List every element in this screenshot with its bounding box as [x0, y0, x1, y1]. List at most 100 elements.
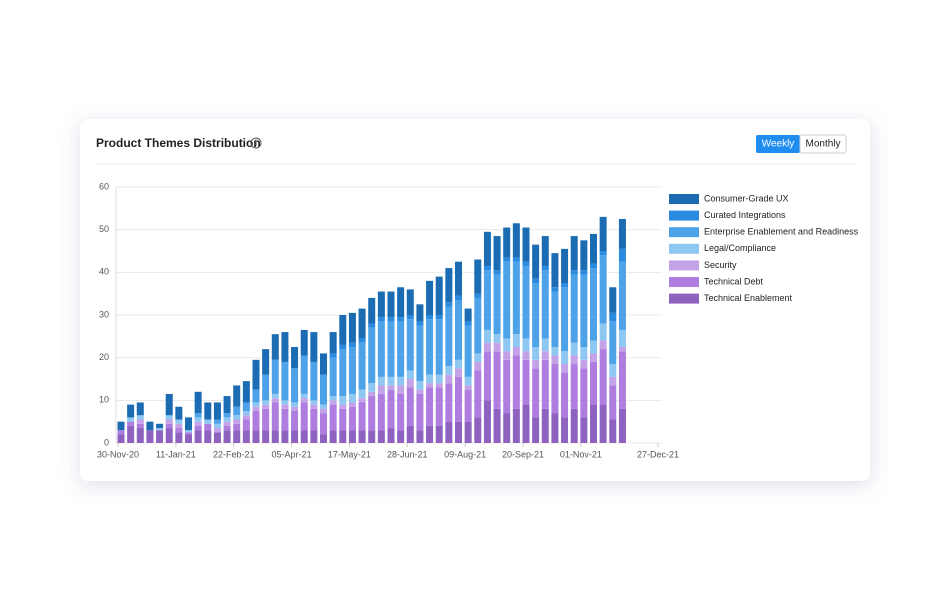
bar-segment: [532, 283, 540, 347]
bar-segment: [320, 374, 327, 405]
bar-segment: [618, 351, 626, 409]
bar-segment: [455, 421, 462, 443]
bar-segment: [522, 359, 530, 405]
bar-segment: [252, 430, 260, 443]
y-tick-label: 0: [104, 437, 109, 447]
bar-segment: [281, 332, 289, 362]
bar-segment: [252, 411, 260, 431]
card-title: Product Themes Distribution: [96, 136, 261, 150]
bar-segment: [397, 430, 405, 443]
bar-segment: [127, 421, 135, 426]
bar-segment: [570, 236, 578, 271]
bar-segment: [599, 323, 607, 341]
bar-segment: [387, 428, 395, 443]
bar-segment: [165, 428, 173, 443]
x-tick-label: 27-Dec-21: [637, 449, 679, 459]
bar-segment: [455, 261, 462, 296]
bar-segment: [175, 406, 183, 420]
bar-segment: [175, 423, 183, 429]
legend-label: Curated Integrations: [704, 210, 786, 220]
bar-segment: [368, 396, 376, 431]
bar-segment: [618, 347, 626, 352]
bar-segment: [213, 402, 221, 420]
bar-segment: [358, 389, 366, 399]
bar-segment: [445, 366, 453, 375]
bar-segment: [281, 404, 289, 409]
bar-segment: [435, 425, 443, 443]
button-label: Monthly: [805, 139, 840, 150]
bar-segment: [194, 421, 202, 426]
bar-segment: [252, 402, 260, 407]
bar-segment: [406, 315, 414, 320]
bar-segment: [435, 319, 443, 375]
bar-segment: [570, 355, 578, 365]
bar-segment: [281, 400, 289, 405]
bar-segment: [493, 274, 501, 335]
bar-segment: [329, 400, 337, 405]
bar-segment: [493, 334, 501, 343]
bar-segment: [512, 257, 520, 262]
bar-segment: [464, 321, 472, 326]
bar-segment: [329, 332, 337, 354]
weekly-button[interactable]: Weekly: [756, 135, 800, 153]
bar-segment: [348, 406, 356, 431]
bar-segment: [551, 253, 559, 288]
bar-segment: [329, 396, 337, 401]
x-tick-label: 01-Nov-21: [560, 449, 602, 459]
bar-segment: [233, 430, 241, 443]
bar-segment: [213, 432, 221, 443]
bar-segment: [204, 423, 212, 431]
bar-segment: [590, 268, 597, 341]
bar-segment: [493, 342, 501, 352]
bar-segment: [377, 376, 385, 386]
x-tick-label: 05-Apr-21: [272, 449, 312, 459]
bar-segment: [580, 417, 588, 443]
bar-segment: [618, 219, 626, 249]
bar-segment: [310, 361, 318, 401]
bar-segment: [320, 413, 327, 435]
bar-segment: [213, 423, 221, 429]
bar-segment: [377, 430, 385, 443]
bar-segment: [416, 325, 424, 382]
bar-segment: [397, 317, 405, 322]
bar-segment: [474, 297, 482, 354]
legend-swatch: [669, 260, 699, 271]
bar-segment: [609, 312, 617, 322]
monthly-button[interactable]: Monthly: [799, 134, 847, 154]
bar-segment: [483, 329, 491, 343]
bar-segment: [242, 402, 250, 411]
bar-segment: [175, 419, 183, 424]
bar-segment: [233, 423, 241, 431]
bar-segment: [300, 398, 308, 403]
bar-segment: [503, 227, 511, 258]
bar-segment: [377, 385, 385, 394]
bar-segment: [426, 425, 434, 443]
info-icon[interactable]: [250, 137, 262, 149]
bar-segment: [464, 385, 472, 390]
bar-segment: [426, 383, 434, 388]
bar-segment: [590, 233, 597, 264]
bar-segment: [522, 227, 530, 262]
bar-segment: [551, 413, 559, 443]
bar-segment: [262, 404, 270, 409]
bar-segment: [136, 428, 144, 443]
bar-segment: [483, 342, 491, 352]
bar-segment: [387, 389, 395, 429]
bar-segment: [522, 261, 530, 266]
bar-segment: [262, 374, 270, 401]
bar-segment: [320, 404, 327, 409]
bar-segment: [618, 261, 626, 330]
bar-segment: [599, 404, 607, 443]
bar-segment: [512, 408, 520, 443]
bar-segment: [233, 415, 241, 420]
bar-segment: [165, 419, 173, 424]
bar-segment: [416, 389, 424, 394]
bar-segment: [136, 423, 144, 429]
bar-segment: [426, 319, 434, 375]
bar-segment: [397, 393, 405, 431]
bar-segment: [339, 430, 347, 443]
bar-segment: [599, 255, 607, 324]
bar-segment: [194, 430, 202, 443]
bar-segment: [165, 393, 173, 416]
bar-segment: [271, 359, 279, 394]
